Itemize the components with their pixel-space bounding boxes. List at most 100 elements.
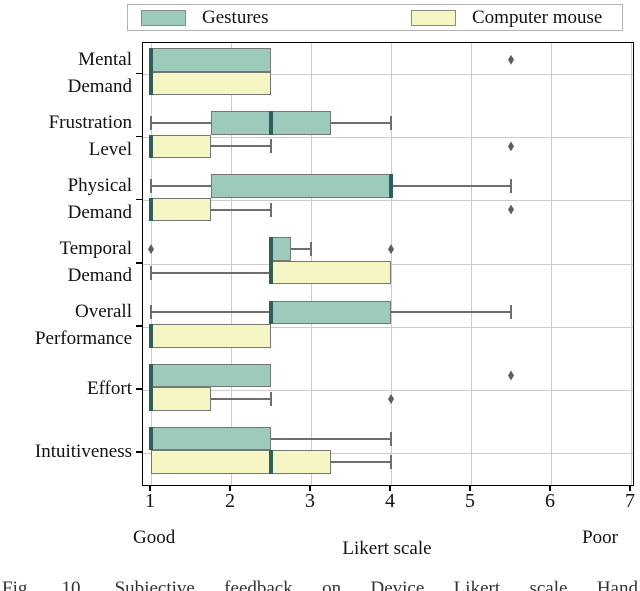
median-line xyxy=(149,197,153,222)
whisker-cap-low xyxy=(150,179,152,194)
y-tick-mark xyxy=(136,451,142,454)
whisker-cap-high xyxy=(270,202,272,217)
outlier-diamond xyxy=(508,204,514,215)
category-label: Temporal Demand xyxy=(59,238,132,286)
x-axis-min-label: Good xyxy=(133,527,176,548)
box-gestures xyxy=(151,363,271,388)
median-line xyxy=(149,363,153,388)
figure-caption-text: Fig. 10. Subjective feedback on Device L… xyxy=(2,578,638,591)
outlier-diamond xyxy=(508,141,514,152)
box-mouse xyxy=(271,260,391,285)
x-tick-mark xyxy=(229,485,231,491)
x-tick-label: 3 xyxy=(305,490,315,512)
box-mouse xyxy=(151,134,211,159)
median-line xyxy=(149,134,153,159)
horizontal-gridline xyxy=(143,74,633,76)
legend-label: Computer mouse xyxy=(472,6,603,28)
outlier-diamond xyxy=(148,244,154,255)
y-tick-mark xyxy=(136,325,142,327)
median-line xyxy=(269,450,273,474)
whisker-cap-high xyxy=(510,305,512,320)
outlier-diamond xyxy=(388,244,394,255)
legend-swatch-mouse xyxy=(411,9,456,26)
whisker-line xyxy=(331,121,391,124)
category-label: Overall Performance xyxy=(34,301,132,350)
category-label: Frustration Level xyxy=(48,111,132,160)
plot-area xyxy=(142,42,634,486)
box-gestures xyxy=(271,237,291,261)
y-tick-mark xyxy=(136,388,142,390)
median-line xyxy=(149,426,153,451)
whisker-line xyxy=(331,461,391,464)
outlier-diamond xyxy=(388,393,394,404)
whisker-line xyxy=(151,185,211,188)
chart-legend: Gestures Computer mouse xyxy=(127,4,623,31)
x-tick-mark xyxy=(549,485,551,491)
x-tick-mark xyxy=(469,485,471,491)
horizontal-gridline xyxy=(143,389,633,391)
x-tick-mark xyxy=(149,485,151,491)
whisker-cap-high xyxy=(510,179,512,194)
box-mouse xyxy=(151,197,211,222)
whisker-line xyxy=(211,397,271,400)
whisker-cap-high xyxy=(390,115,392,130)
x-tick-mark xyxy=(309,485,311,491)
category-label: Effort xyxy=(86,377,132,399)
whisker-line xyxy=(151,121,211,124)
x-tick-mark xyxy=(389,485,391,491)
box-gestures xyxy=(151,48,271,72)
x-tick-label: 4 xyxy=(385,490,395,512)
whisker-cap-high xyxy=(310,242,312,257)
legend-swatch-gestures xyxy=(141,9,186,26)
median-line xyxy=(149,71,153,95)
box-mouse xyxy=(151,387,211,411)
median-line xyxy=(269,111,273,135)
x-tick-label: 1 xyxy=(145,490,155,512)
whisker-line xyxy=(211,145,271,148)
y-tick-mark xyxy=(136,198,142,201)
box-mouse xyxy=(151,324,271,348)
median-line xyxy=(269,300,273,325)
x-tick-mark xyxy=(629,485,631,491)
x-tick-label: 6 xyxy=(545,490,555,512)
legend-entry: Gestures xyxy=(141,5,268,30)
whisker-cap-high xyxy=(270,139,272,154)
horizontal-gridline xyxy=(143,452,633,454)
whisker-line xyxy=(151,271,271,274)
horizontal-gridline xyxy=(143,200,633,202)
whisker-cap-high xyxy=(270,391,272,406)
x-tick-label: 7 xyxy=(625,490,635,512)
median-line xyxy=(149,48,153,72)
category-label: Mental Demand xyxy=(67,48,132,97)
outlier-diamond xyxy=(508,54,514,65)
box-gestures xyxy=(211,174,391,198)
legend-label: Gestures xyxy=(202,6,269,28)
x-tick-label: 5 xyxy=(465,490,475,512)
horizontal-gridline xyxy=(143,326,633,328)
whisker-line xyxy=(151,311,271,314)
whisker-line xyxy=(271,437,391,440)
whisker-cap-high xyxy=(390,455,392,470)
box-gestures xyxy=(271,300,391,325)
whisker-cap-low xyxy=(150,115,152,130)
median-line xyxy=(269,237,273,261)
whisker-line xyxy=(391,185,511,188)
box-gestures xyxy=(151,426,271,451)
outlier-diamond xyxy=(508,370,514,381)
median-line xyxy=(149,324,153,348)
box-mouse xyxy=(151,71,271,95)
category-label: Physical Demand xyxy=(67,174,132,223)
legend-entry: Computer mouse xyxy=(411,5,602,30)
box-mouse xyxy=(151,450,331,474)
whisker-line xyxy=(211,208,271,211)
whisker-cap-high xyxy=(390,431,392,446)
median-line xyxy=(149,387,153,411)
y-tick-mark xyxy=(136,135,142,138)
category-label: Intuitiveness xyxy=(34,440,132,462)
figure-caption-clipped: Fig. 10. Subjective feedback on Device L… xyxy=(2,578,638,591)
x-tick-label: 2 xyxy=(225,490,235,512)
whisker-cap-low xyxy=(150,305,152,320)
x-axis-title: Likert scale xyxy=(342,538,432,559)
whisker-cap-low xyxy=(150,265,152,280)
